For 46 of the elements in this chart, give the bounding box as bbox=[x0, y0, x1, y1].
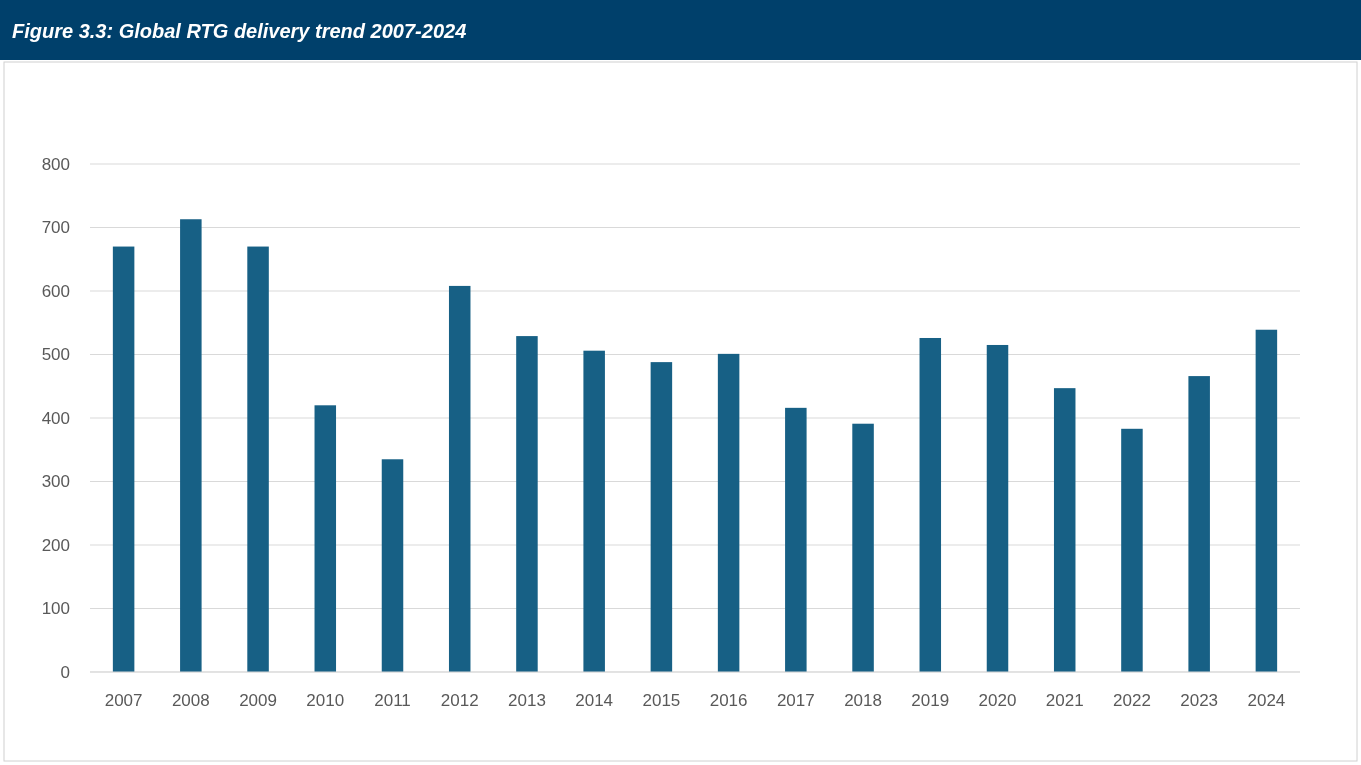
x-tick-label: 2020 bbox=[978, 691, 1017, 710]
bar bbox=[583, 350, 605, 672]
x-tick-label: 2021 bbox=[1045, 691, 1084, 710]
bar bbox=[919, 337, 942, 672]
x-tick-label: 2016 bbox=[709, 691, 748, 710]
chart-title: Figure 3.3: Global RTG delivery trend 2007-2024 bbox=[12, 20, 467, 42]
y-tick-label: 400 bbox=[41, 408, 70, 428]
y-tick-label: 700 bbox=[41, 218, 70, 238]
bar bbox=[1255, 329, 1278, 672]
x-tick-label: 2009 bbox=[239, 691, 277, 710]
x-tick-label: 2017 bbox=[776, 691, 815, 710]
bar bbox=[448, 285, 471, 672]
y-tick-label: 0 bbox=[60, 662, 70, 682]
bar bbox=[785, 407, 807, 672]
x-tick-label: 2007 bbox=[104, 691, 143, 710]
bar bbox=[314, 405, 337, 672]
bar bbox=[180, 219, 202, 672]
bar bbox=[1188, 376, 1210, 672]
y-tick-label: 800 bbox=[41, 154, 70, 174]
bar bbox=[717, 353, 740, 672]
x-tick-label: 2010 bbox=[306, 691, 345, 710]
x-tick-label: 2024 bbox=[1247, 691, 1286, 710]
x-tick-label: 2015 bbox=[642, 691, 681, 710]
x-tick-label: 2018 bbox=[844, 691, 882, 710]
x-tick-label: 2019 bbox=[911, 691, 950, 710]
bar bbox=[852, 423, 874, 672]
y-tick-label: 600 bbox=[41, 281, 70, 301]
x-tick-label: 2022 bbox=[1113, 691, 1151, 710]
x-tick-label: 2014 bbox=[575, 691, 614, 710]
bar bbox=[112, 246, 135, 672]
y-tick-label: 300 bbox=[41, 472, 70, 492]
bar bbox=[650, 362, 673, 672]
bar bbox=[1053, 388, 1076, 672]
x-tick-label: 2012 bbox=[440, 691, 479, 710]
y-tick-label: 100 bbox=[41, 599, 70, 619]
x-tick-label: 2023 bbox=[1180, 691, 1219, 710]
bar bbox=[1121, 428, 1143, 672]
bar bbox=[381, 459, 404, 672]
bar bbox=[516, 336, 538, 672]
y-tick-label: 500 bbox=[41, 345, 70, 365]
x-tick-label: 2008 bbox=[171, 691, 210, 710]
y-tick-label: 200 bbox=[41, 535, 70, 555]
x-tick-label: 2011 bbox=[374, 691, 411, 710]
bar bbox=[986, 344, 1009, 672]
bar bbox=[247, 246, 269, 672]
x-tick-label: 2013 bbox=[508, 691, 546, 710]
